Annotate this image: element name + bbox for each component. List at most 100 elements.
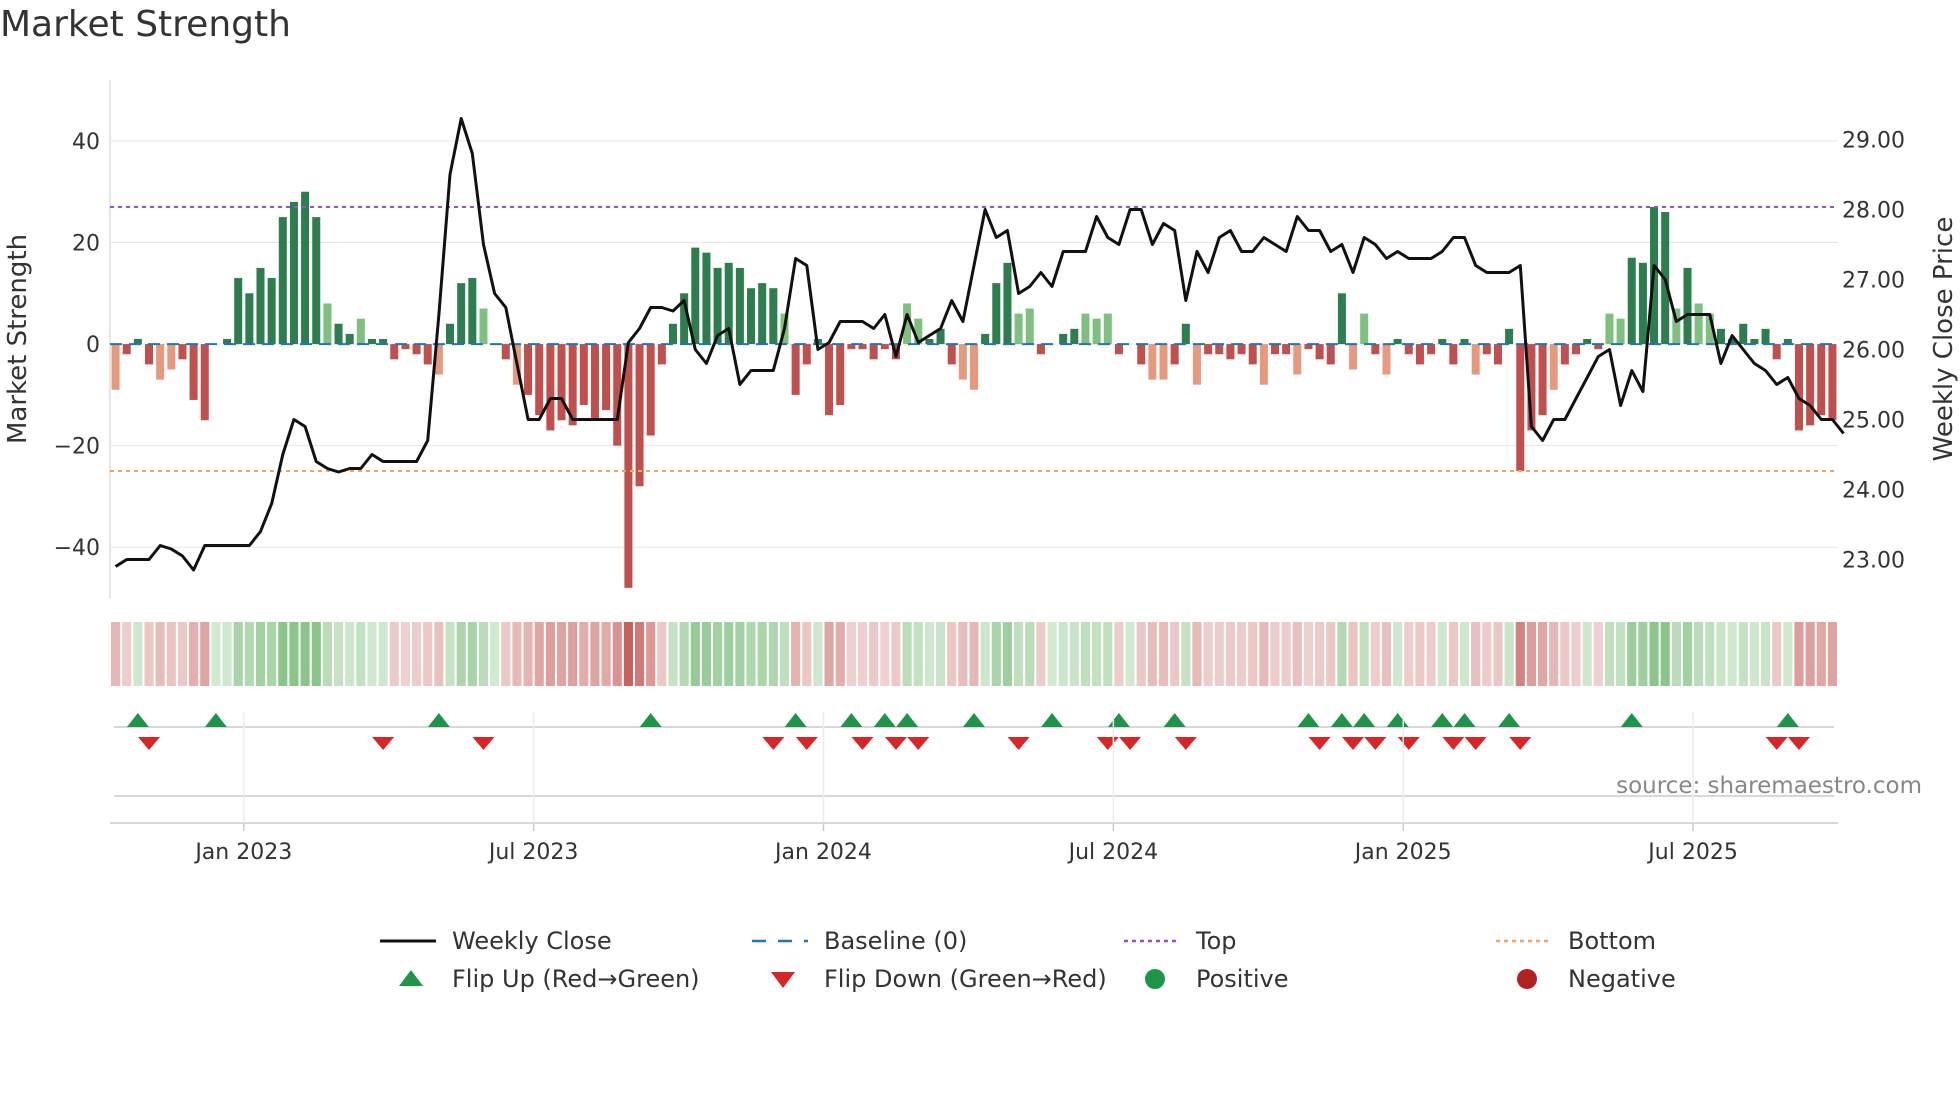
- flip-up-marker: [896, 713, 919, 727]
- heat-cell: [1426, 622, 1436, 686]
- heat-cell: [1069, 622, 1079, 686]
- strength-bar: [1616, 318, 1625, 345]
- reference-lines: [110, 205, 1838, 473]
- heat-cell: [177, 622, 188, 686]
- strength-bar: [1783, 339, 1792, 345]
- heat-cell: [1537, 622, 1548, 686]
- strength-bar: [1605, 313, 1614, 345]
- strength-bar: [590, 344, 599, 421]
- heat-cell: [1181, 622, 1191, 686]
- strength-bar: [133, 339, 142, 345]
- flip-up-marker: [1353, 713, 1376, 727]
- strength-bar: [200, 344, 209, 421]
- heat-cell: [1348, 622, 1358, 686]
- heat-cell: [1214, 622, 1224, 686]
- heat-cell: [958, 622, 968, 686]
- heat-cell: [1582, 622, 1592, 686]
- heat-cell: [133, 622, 143, 686]
- strength-bar: [1627, 257, 1636, 345]
- heat-cell: [835, 622, 845, 686]
- heat-cell: [367, 622, 377, 686]
- flip-up-marker: [1297, 713, 1320, 727]
- heat-cell: [813, 622, 823, 686]
- legend-negative-swatch: [1517, 969, 1537, 989]
- legend-baseline-label: Baseline (0): [824, 927, 967, 955]
- legend-flip-down-swatch: [771, 972, 795, 988]
- heat-cell: [255, 622, 266, 686]
- strength-bar: [858, 344, 867, 350]
- strength-bar: [1326, 344, 1335, 365]
- heat-cell: [423, 622, 433, 686]
- left-tick-label: 0: [86, 333, 100, 358]
- strength-bar: [312, 217, 321, 345]
- strength-bar: [557, 344, 566, 421]
- strength-bar: [1794, 344, 1803, 431]
- heat-cell: [1359, 622, 1369, 686]
- strength-bar: [758, 283, 767, 345]
- heat-cell: [657, 622, 667, 686]
- strength-bar: [1137, 344, 1146, 365]
- heat-cell: [1014, 622, 1024, 686]
- heat-cell: [1270, 622, 1280, 686]
- strength-bar: [1817, 344, 1826, 416]
- heat-cell: [1080, 622, 1091, 686]
- strength-bar: [1571, 344, 1581, 355]
- strength-bar: [769, 288, 778, 345]
- heat-cell: [545, 622, 555, 686]
- left-tick-label: −40: [54, 536, 100, 561]
- heat-cell: [1292, 622, 1302, 686]
- strength-bar: [657, 344, 666, 365]
- heat-cell: [1147, 622, 1157, 686]
- heat-cell: [222, 622, 232, 686]
- strength-bar: [189, 344, 198, 400]
- strength-bar: [1482, 344, 1491, 355]
- heat-cell: [701, 622, 712, 686]
- heat-cell: [144, 622, 154, 686]
- weekly-close-series: [114, 117, 1845, 572]
- heat-cell: [891, 622, 901, 686]
- right-tick-label: 26.00: [1842, 339, 1905, 364]
- strength-bar: [958, 344, 967, 380]
- flip-down-marker: [884, 737, 907, 750]
- heat-cell: [311, 622, 321, 686]
- flip-down-marker: [851, 737, 874, 750]
- heat-cell: [1259, 622, 1269, 686]
- heat-cell: [590, 622, 600, 686]
- heat-cell: [1638, 622, 1648, 686]
- heat-cell: [400, 622, 411, 686]
- left-tick-label: 20: [72, 232, 100, 257]
- flip-up-marker: [1163, 713, 1186, 727]
- strength-bar: [635, 344, 644, 487]
- strength-bar: [1371, 344, 1380, 355]
- heat-cell: [1649, 622, 1659, 686]
- heat-cell: [211, 622, 221, 686]
- strength-bar: [1270, 344, 1280, 355]
- heat-cell: [824, 622, 834, 686]
- strength-bar: [1349, 344, 1358, 370]
- heat-cell: [155, 622, 165, 686]
- strength-bar: [535, 344, 544, 416]
- heat-cell: [1772, 622, 1782, 686]
- legend: Weekly Close Baseline (0) Top Bottom Flip Up…: [380, 927, 1676, 993]
- strength-bar: [579, 344, 588, 406]
- heat-cell: [857, 622, 868, 686]
- heat-cell: [1281, 622, 1291, 686]
- strength-bar: [1226, 344, 1235, 360]
- heat-cell: [501, 622, 511, 686]
- source-note: source: sharemaestro.com: [1616, 773, 1922, 799]
- strength-bar: [646, 344, 655, 436]
- strength-bar: [156, 344, 165, 380]
- flip-down-marker: [1308, 737, 1331, 750]
- heat-cell: [122, 622, 132, 686]
- right-tick-label: 29.00: [1842, 129, 1905, 154]
- left-tick-label: 40: [72, 130, 100, 155]
- heat-cell: [1404, 622, 1414, 686]
- strength-bar: [925, 339, 934, 345]
- flip-up-marker: [1776, 713, 1799, 727]
- flip-up-marker: [1431, 713, 1454, 727]
- right-tick-label: 27.00: [1842, 269, 1905, 294]
- flip-down-marker: [795, 737, 818, 750]
- heat-cell: [1393, 622, 1403, 686]
- legend-negative-label: Negative: [1568, 965, 1676, 993]
- heat-cell: [233, 622, 243, 686]
